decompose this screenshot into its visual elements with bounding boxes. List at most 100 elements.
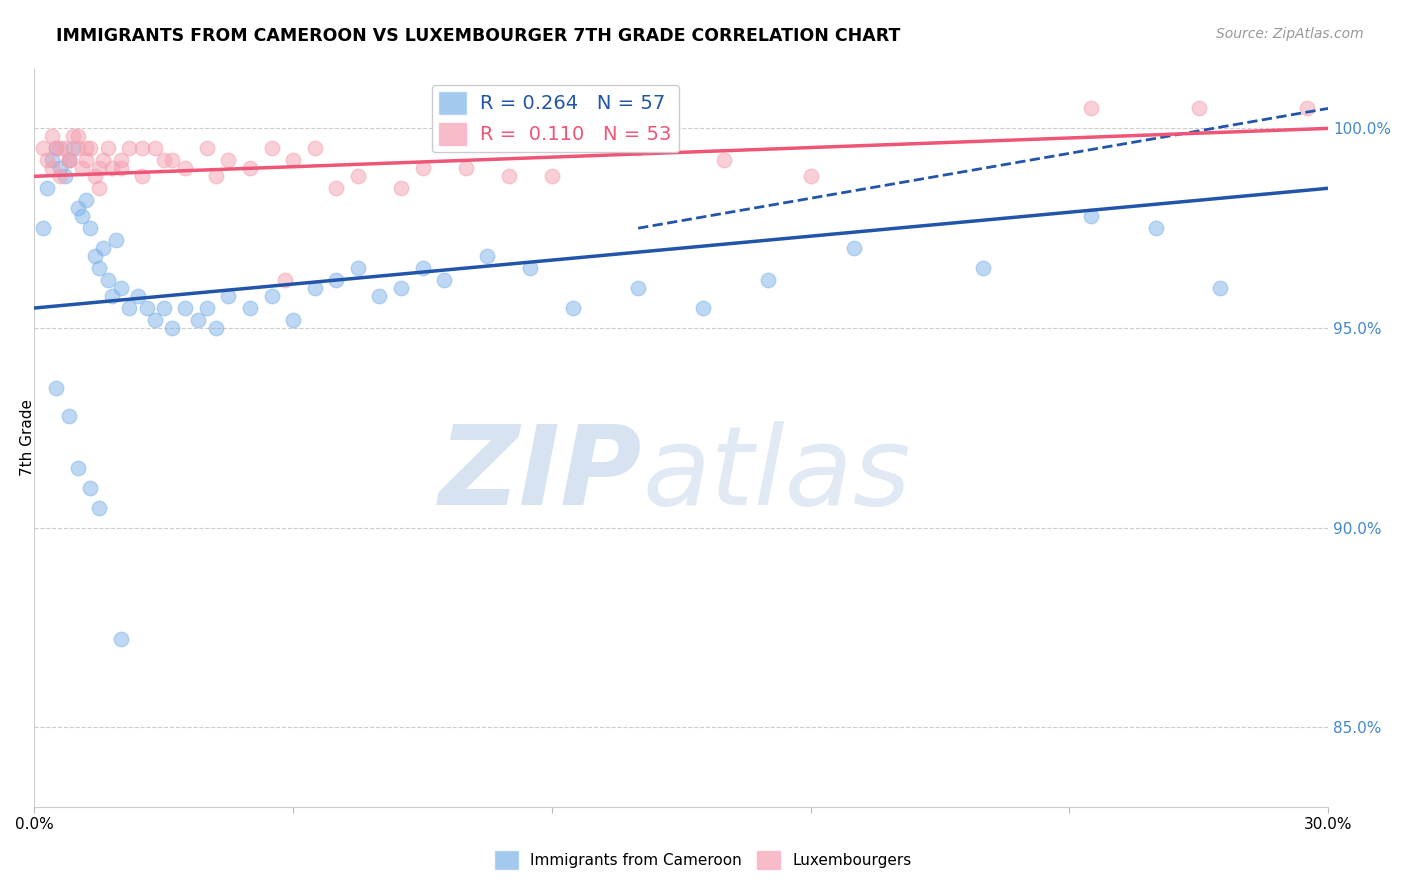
Point xyxy=(41,153,63,168)
Point xyxy=(143,141,166,155)
Point xyxy=(260,141,283,155)
Point xyxy=(62,129,84,144)
Point xyxy=(49,141,72,155)
Point xyxy=(105,233,128,247)
Point xyxy=(756,273,779,287)
Point xyxy=(135,301,157,315)
Point xyxy=(58,153,80,168)
Point xyxy=(97,273,120,287)
Point xyxy=(58,409,80,423)
Point xyxy=(110,153,132,168)
Point xyxy=(37,181,59,195)
Point xyxy=(152,301,174,315)
Point xyxy=(713,153,735,168)
Point xyxy=(79,221,101,235)
Point xyxy=(217,153,239,168)
Point xyxy=(477,249,499,263)
Point xyxy=(1144,221,1167,235)
Point xyxy=(972,261,994,276)
Text: Source: ZipAtlas.com: Source: ZipAtlas.com xyxy=(1216,27,1364,41)
Point xyxy=(79,141,101,155)
Point xyxy=(49,161,72,176)
Point xyxy=(110,161,132,176)
Point xyxy=(204,321,226,335)
Point xyxy=(195,301,218,315)
Point xyxy=(204,169,226,184)
Point xyxy=(325,273,347,287)
Point xyxy=(627,141,650,155)
Point xyxy=(45,141,67,155)
Point xyxy=(32,141,55,155)
Point xyxy=(41,129,63,144)
Point xyxy=(66,129,89,144)
Point xyxy=(110,632,132,647)
Point xyxy=(131,169,153,184)
Point xyxy=(346,261,368,276)
Point xyxy=(32,221,55,235)
Text: ZIP: ZIP xyxy=(439,421,643,528)
Point xyxy=(281,313,304,327)
Point xyxy=(41,161,63,176)
Point xyxy=(1295,102,1317,116)
Point xyxy=(79,481,101,495)
Point xyxy=(110,281,132,295)
Point xyxy=(70,161,93,176)
Point xyxy=(45,141,67,155)
Point xyxy=(842,241,865,255)
Point xyxy=(541,169,564,184)
Point xyxy=(1080,209,1102,223)
Point xyxy=(562,301,585,315)
Point xyxy=(49,169,72,184)
Point xyxy=(75,153,97,168)
Point xyxy=(53,141,76,155)
Point xyxy=(187,313,209,327)
Point xyxy=(433,273,456,287)
Point xyxy=(83,249,105,263)
Point xyxy=(75,141,97,155)
Point xyxy=(519,261,541,276)
Point xyxy=(162,321,184,335)
Point xyxy=(281,153,304,168)
Legend: Immigrants from Cameroon, Luxembourgers: Immigrants from Cameroon, Luxembourgers xyxy=(489,845,917,875)
Text: atlas: atlas xyxy=(643,421,911,528)
Point xyxy=(174,301,197,315)
Point xyxy=(118,141,141,155)
Point xyxy=(389,181,412,195)
Point xyxy=(800,169,823,184)
Point xyxy=(412,161,434,176)
Point xyxy=(101,161,124,176)
Point xyxy=(454,161,477,176)
Point xyxy=(93,153,115,168)
Point xyxy=(97,141,120,155)
Point xyxy=(325,181,347,195)
Point xyxy=(195,141,218,155)
Point xyxy=(304,281,326,295)
Point xyxy=(346,169,368,184)
Point xyxy=(87,500,110,515)
Point xyxy=(162,153,184,168)
Point xyxy=(1080,102,1102,116)
Point xyxy=(66,460,89,475)
Point xyxy=(412,261,434,276)
Point xyxy=(127,289,149,303)
Point xyxy=(75,193,97,207)
Point xyxy=(131,141,153,155)
Point xyxy=(498,169,520,184)
Point xyxy=(1209,281,1232,295)
Point xyxy=(37,153,59,168)
Point xyxy=(389,281,412,295)
Point xyxy=(53,169,76,184)
Point xyxy=(87,261,110,276)
Point xyxy=(217,289,239,303)
Point xyxy=(143,313,166,327)
Y-axis label: 7th Grade: 7th Grade xyxy=(20,400,35,476)
Point xyxy=(627,281,650,295)
Point xyxy=(70,209,93,223)
Point xyxy=(260,289,283,303)
Point xyxy=(66,201,89,215)
Point xyxy=(692,301,714,315)
Point xyxy=(87,161,110,176)
Point xyxy=(239,161,262,176)
Point xyxy=(368,289,391,303)
Point xyxy=(93,241,115,255)
